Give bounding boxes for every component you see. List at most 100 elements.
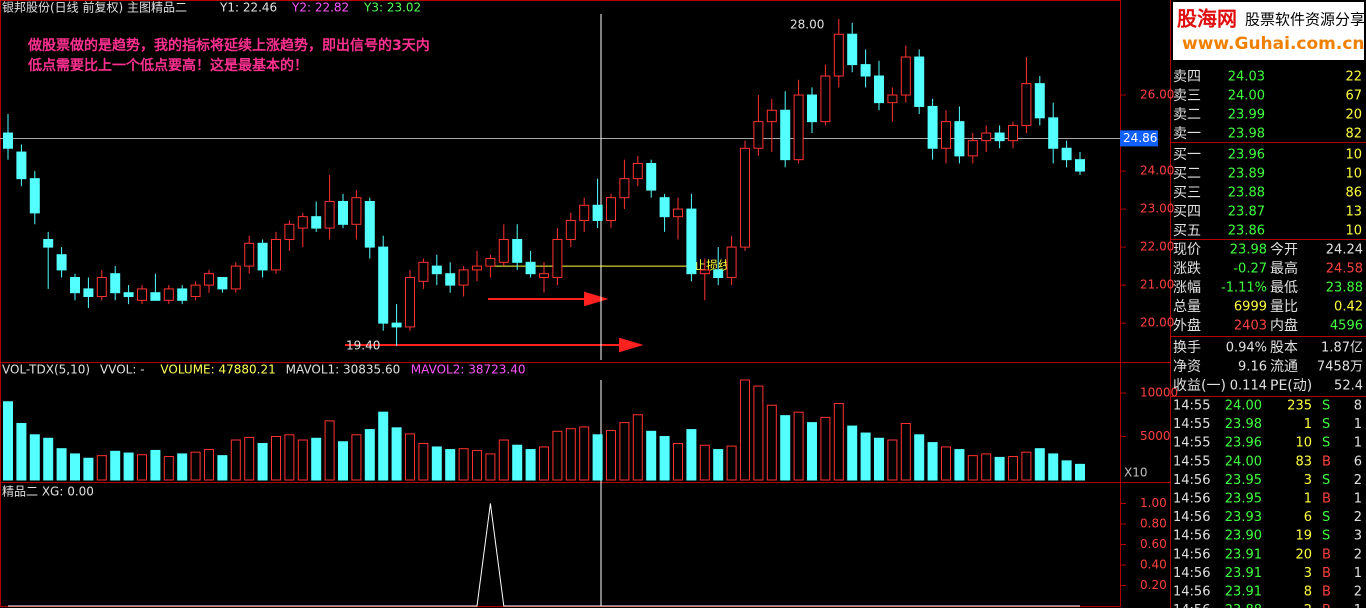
candle-body xyxy=(284,223,295,240)
trade-count: 8 xyxy=(1354,399,1362,414)
volume-bar xyxy=(217,455,228,481)
volume-bar xyxy=(378,411,389,481)
candle-body xyxy=(364,200,375,248)
stat-value: -1.11% xyxy=(1221,281,1267,296)
stat-label: 量比 xyxy=(1270,299,1298,315)
y-tick-label: 21.00 xyxy=(1140,278,1174,292)
y-tick-label: 0.20 xyxy=(1140,578,1167,592)
order-label: 买一 xyxy=(1173,147,1201,163)
stat-value: 6999 xyxy=(1234,300,1267,315)
candle-body xyxy=(297,216,308,229)
trade-volume: 10 xyxy=(1295,436,1312,451)
volume-bar xyxy=(418,442,429,481)
volume-bar xyxy=(807,422,817,481)
volume-bar xyxy=(458,448,469,481)
volume-bar xyxy=(204,449,214,481)
order-volume: 10 xyxy=(1345,167,1362,182)
order-label: 买四 xyxy=(1173,204,1201,220)
order-volume: 10 xyxy=(1345,224,1362,239)
trade-volume: 3 xyxy=(1304,473,1312,488)
volume-bar xyxy=(16,422,27,481)
annotation-arrows xyxy=(345,291,644,353)
stat-value: 4596 xyxy=(1330,319,1363,334)
volume-bar xyxy=(1061,460,1072,481)
trade-price: 23.95 xyxy=(1225,492,1262,507)
stat-label: 最低 xyxy=(1270,280,1298,296)
order-label: 买二 xyxy=(1173,166,1201,182)
candle-body xyxy=(405,277,415,328)
candle-body xyxy=(1034,83,1045,119)
volume-bar xyxy=(619,422,630,481)
volume-bar xyxy=(673,442,683,481)
trade-side: S xyxy=(1322,529,1330,544)
order-volume: 86 xyxy=(1345,186,1362,201)
volume-bar xyxy=(177,453,188,481)
trade-price: 23.91 xyxy=(1225,585,1262,600)
volume-bar xyxy=(981,453,992,481)
volume-header-item: MAVOL1: 30835.60 xyxy=(286,363,401,377)
order-price: 23.99 xyxy=(1228,108,1265,123)
peak-label: 28.00 xyxy=(790,18,824,32)
candle-body xyxy=(485,258,496,267)
logo-box xyxy=(1173,2,1364,60)
stat-value: 0.42 xyxy=(1334,300,1363,315)
trade-side: B xyxy=(1322,603,1331,608)
candle-body xyxy=(351,197,362,225)
volume-bar xyxy=(1034,448,1045,481)
stat-label: 最高 xyxy=(1270,260,1298,277)
candle-body xyxy=(56,254,67,271)
y-tick-label: 0.60 xyxy=(1140,537,1167,551)
candle-body xyxy=(3,132,13,149)
candle-body xyxy=(271,238,281,271)
indicator-line xyxy=(8,503,1080,607)
volume-bar xyxy=(820,416,831,481)
candle-body xyxy=(860,64,871,77)
candle-body xyxy=(70,277,80,294)
trade-price: 24.00 xyxy=(1225,454,1262,469)
volume-bar xyxy=(900,422,911,481)
candle-body xyxy=(740,147,750,248)
trade-time: 14:56 xyxy=(1173,473,1210,488)
volume-bar xyxy=(150,449,161,481)
trade-count: 1 xyxy=(1354,492,1362,507)
volume-bar xyxy=(230,439,241,481)
candle-body xyxy=(606,197,616,221)
volume-bar xyxy=(485,453,496,481)
volume-bar xyxy=(512,444,523,481)
volume-bar xyxy=(994,456,1005,481)
candle-body xyxy=(338,200,348,225)
stat-value: 0.94% xyxy=(1226,341,1267,356)
logo-url: www.Guhai.com.cn xyxy=(1182,34,1365,54)
order-volume: 10 xyxy=(1345,148,1362,163)
candle-body xyxy=(713,269,724,279)
volume-bar xyxy=(793,411,804,481)
trade-price: 24.00 xyxy=(1225,399,1262,414)
volume-bar xyxy=(83,457,94,481)
stat-label: 收益(一) xyxy=(1173,378,1226,394)
candle-body xyxy=(512,238,523,263)
candle-body xyxy=(137,288,147,301)
volume-bar xyxy=(110,450,121,481)
trade-side: B xyxy=(1322,547,1331,562)
stat-value: -0.27 xyxy=(1233,262,1267,277)
trade-side: B xyxy=(1322,454,1331,469)
order-price: 23.96 xyxy=(1228,148,1265,163)
stat-value: 9.16 xyxy=(1238,360,1267,375)
stat-value: 0.114 xyxy=(1230,379,1267,394)
candle-body xyxy=(981,132,992,142)
trade-time: 14:56 xyxy=(1173,492,1210,507)
stat-label: 换手 xyxy=(1173,339,1201,356)
y-tick-label: 26.00 xyxy=(1140,88,1174,102)
volume-bar xyxy=(699,444,710,481)
candle-body xyxy=(525,261,536,275)
trade-count: 1 xyxy=(1354,566,1362,581)
order-price: 23.89 xyxy=(1228,167,1265,182)
volume-bar xyxy=(364,429,375,481)
y-tick-label: 22.00 xyxy=(1140,240,1174,254)
order-price: 23.86 xyxy=(1228,224,1265,239)
trade-side: S xyxy=(1322,510,1330,525)
trade-side: B xyxy=(1322,566,1331,581)
candle-body xyxy=(954,121,965,157)
candle-body xyxy=(967,140,978,157)
candle-body xyxy=(257,242,268,271)
